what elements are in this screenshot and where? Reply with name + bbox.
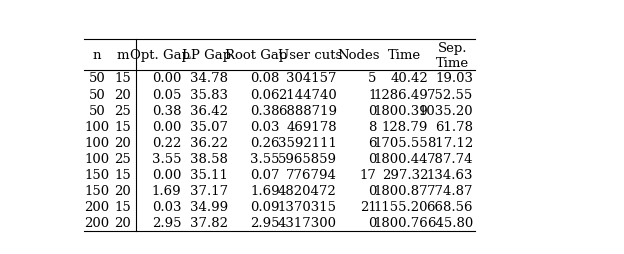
Text: 15: 15 <box>115 72 131 85</box>
Text: 134.63: 134.63 <box>427 168 473 181</box>
Text: 34.99: 34.99 <box>190 200 228 213</box>
Text: Time: Time <box>388 49 421 62</box>
Text: 25: 25 <box>115 152 131 165</box>
Text: 19.03: 19.03 <box>435 72 473 85</box>
Text: 0.03: 0.03 <box>152 200 182 213</box>
Text: 1800.39: 1800.39 <box>373 104 428 117</box>
Text: 100: 100 <box>84 136 109 149</box>
Text: 50: 50 <box>89 72 105 85</box>
Text: 752.55: 752.55 <box>427 88 473 101</box>
Text: 2144740: 2144740 <box>278 88 337 101</box>
Text: 36.22: 36.22 <box>190 136 228 149</box>
Text: Nodes: Nodes <box>337 49 380 62</box>
Text: 0: 0 <box>368 184 376 197</box>
Text: 469178: 469178 <box>286 120 337 133</box>
Text: 1800.76: 1800.76 <box>373 216 428 229</box>
Text: 100: 100 <box>84 152 109 165</box>
Text: 4820472: 4820472 <box>278 184 337 197</box>
Text: 50: 50 <box>89 104 105 117</box>
Text: 15: 15 <box>115 168 131 181</box>
Text: 150: 150 <box>84 184 109 197</box>
Text: 1035.20: 1035.20 <box>419 104 473 117</box>
Text: 0.08: 0.08 <box>250 72 280 85</box>
Text: 2.95: 2.95 <box>152 216 182 229</box>
Text: 100: 100 <box>84 120 109 133</box>
Text: 37.17: 37.17 <box>190 184 228 197</box>
Text: 0.09: 0.09 <box>250 200 280 213</box>
Text: 645.80: 645.80 <box>427 216 473 229</box>
Text: 61.78: 61.78 <box>435 120 473 133</box>
Text: 668.56: 668.56 <box>427 200 473 213</box>
Text: 1155.20: 1155.20 <box>374 200 428 213</box>
Text: 297.32: 297.32 <box>382 168 428 181</box>
Text: 1800.87: 1800.87 <box>374 184 428 197</box>
Text: 0.22: 0.22 <box>152 136 182 149</box>
Text: 1370315: 1370315 <box>278 200 337 213</box>
Text: 15: 15 <box>115 200 131 213</box>
Text: 774.87: 774.87 <box>427 184 473 197</box>
Text: 17: 17 <box>359 168 376 181</box>
Text: 2.95: 2.95 <box>250 216 280 229</box>
Text: 1286.49: 1286.49 <box>373 88 428 101</box>
Text: 3.55: 3.55 <box>250 152 280 165</box>
Text: 50: 50 <box>89 88 105 101</box>
Text: 0.05: 0.05 <box>152 88 182 101</box>
Text: 776794: 776794 <box>286 168 337 181</box>
Text: 0.07: 0.07 <box>250 168 280 181</box>
Text: 37.82: 37.82 <box>190 216 228 229</box>
Text: 6: 6 <box>368 136 376 149</box>
Text: 20: 20 <box>115 184 131 197</box>
Text: 0: 0 <box>368 104 376 117</box>
Text: User cuts: User cuts <box>278 49 342 62</box>
Text: 0: 0 <box>368 216 376 229</box>
Text: 5: 5 <box>368 72 376 85</box>
Text: 1705.55: 1705.55 <box>374 136 428 149</box>
Text: 3592111: 3592111 <box>278 136 337 149</box>
Text: 20: 20 <box>115 88 131 101</box>
Text: 1.69: 1.69 <box>250 184 280 197</box>
Text: 38.58: 38.58 <box>190 152 228 165</box>
Text: 20: 20 <box>115 216 131 229</box>
Text: 6888719: 6888719 <box>278 104 337 117</box>
Text: 21: 21 <box>359 200 376 213</box>
Text: 5965859: 5965859 <box>278 152 337 165</box>
Text: n: n <box>92 49 101 62</box>
Text: 25: 25 <box>115 104 131 117</box>
Text: 0: 0 <box>368 152 376 165</box>
Text: 817.12: 817.12 <box>427 136 473 149</box>
Text: 1: 1 <box>368 88 376 101</box>
Text: 128.79: 128.79 <box>382 120 428 133</box>
Text: 0.38: 0.38 <box>152 104 182 117</box>
Text: m: m <box>117 49 129 62</box>
Text: Root Gap: Root Gap <box>225 49 287 62</box>
Text: 1800.44: 1800.44 <box>374 152 428 165</box>
Text: 20: 20 <box>115 136 131 149</box>
Text: 36.42: 36.42 <box>190 104 228 117</box>
Text: 150: 150 <box>84 168 109 181</box>
Text: Sep.
Time: Sep. Time <box>436 41 469 69</box>
Text: 0.06: 0.06 <box>250 88 280 101</box>
Text: 35.07: 35.07 <box>190 120 228 133</box>
Text: 34.78: 34.78 <box>190 72 228 85</box>
Text: 40.42: 40.42 <box>391 72 428 85</box>
Text: 0.26: 0.26 <box>250 136 280 149</box>
Text: 200: 200 <box>84 216 109 229</box>
Text: Opt. Gap: Opt. Gap <box>130 49 190 62</box>
Text: 3.55: 3.55 <box>152 152 182 165</box>
Text: 200: 200 <box>84 200 109 213</box>
Text: 4317300: 4317300 <box>278 216 337 229</box>
Text: 35.83: 35.83 <box>190 88 228 101</box>
Text: 35.11: 35.11 <box>190 168 228 181</box>
Text: 0.03: 0.03 <box>250 120 280 133</box>
Text: 15: 15 <box>115 120 131 133</box>
Text: 0.00: 0.00 <box>152 72 182 85</box>
Text: 0.38: 0.38 <box>250 104 280 117</box>
Text: 8: 8 <box>368 120 376 133</box>
Text: 0.00: 0.00 <box>152 120 182 133</box>
Text: 787.74: 787.74 <box>427 152 473 165</box>
Text: 304157: 304157 <box>286 72 337 85</box>
Text: 1.69: 1.69 <box>152 184 182 197</box>
Text: 0.00: 0.00 <box>152 168 182 181</box>
Text: LP Gap: LP Gap <box>182 49 232 62</box>
